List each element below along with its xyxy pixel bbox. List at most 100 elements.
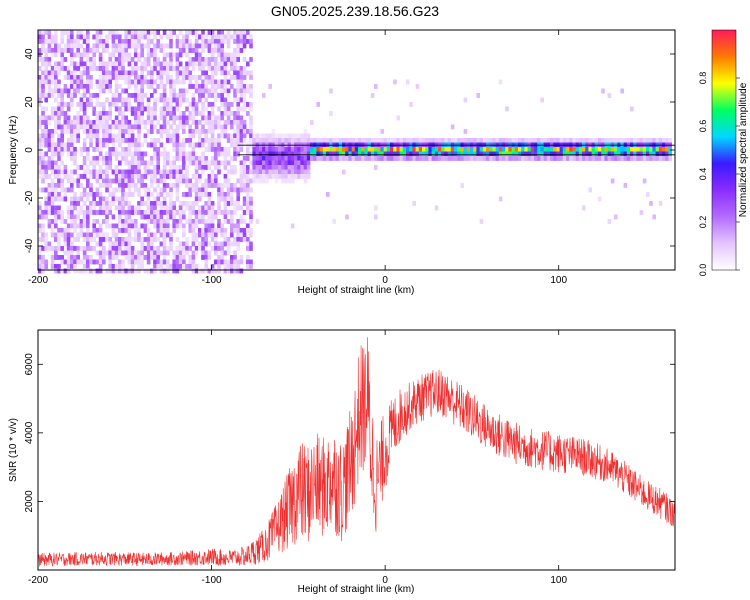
heatmap-cell — [159, 61, 164, 67]
heatmap-cell — [278, 138, 282, 143]
heatmap-cell — [166, 205, 170, 211]
heatmap-cell — [137, 142, 141, 148]
heatmap-cell — [92, 210, 96, 215]
heatmap-cell — [639, 147, 644, 152]
heatmap-cell — [41, 106, 45, 112]
heatmap-cell — [242, 124, 247, 130]
heatmap-cell — [246, 88, 250, 94]
heatmap-cell — [178, 255, 183, 260]
heatmap-cell — [44, 129, 48, 134]
heatmap-cell — [121, 88, 125, 94]
heatmap-cell — [98, 66, 103, 71]
heatmap-cell — [566, 138, 570, 143]
heatmap-cell — [111, 255, 116, 260]
heatmap-cell — [233, 66, 237, 71]
heatmap-cell — [204, 250, 208, 256]
heatmap-cell — [524, 151, 528, 157]
heatmap-cell — [44, 241, 48, 247]
heatmap-cell — [249, 115, 253, 121]
heatmap-cell — [207, 61, 212, 67]
heatmap-cell — [172, 223, 176, 229]
heatmap-cell — [220, 183, 224, 188]
heatmap-cell — [188, 223, 192, 229]
heatmap-cell — [111, 48, 116, 53]
heatmap-cell — [236, 70, 240, 76]
heatmap-cell — [204, 43, 208, 49]
heatmap-cell — [159, 142, 164, 148]
heatmap-cell — [121, 48, 125, 53]
heatmap-cell — [76, 255, 80, 260]
heatmap-cell — [41, 178, 45, 184]
heatmap-cell — [118, 93, 122, 98]
heatmap-cell — [73, 147, 77, 152]
heatmap-cell — [54, 255, 58, 260]
heatmap-cell — [380, 138, 384, 143]
heatmap-cell — [38, 151, 42, 157]
heatmap-cell — [201, 160, 205, 166]
heatmap-cell — [540, 138, 544, 143]
heatmap-cell — [201, 268, 205, 274]
heatmap-cell — [537, 138, 541, 143]
heatmap-cell — [194, 192, 199, 197]
heatmap-cell — [159, 205, 164, 211]
heatmap-cell — [162, 201, 167, 206]
heatmap-cell — [162, 156, 167, 161]
heatmap-cell — [54, 97, 58, 103]
heatmap-cell — [79, 79, 84, 85]
heatmap-cell — [316, 151, 320, 157]
heatmap-cell — [143, 192, 148, 197]
heatmap-cell — [66, 210, 71, 215]
heatmap-cell — [166, 228, 170, 233]
heatmap-cell — [156, 129, 160, 134]
heatmap-cell — [175, 151, 180, 157]
heatmap-cell — [86, 259, 90, 265]
heatmap-cell — [146, 210, 151, 215]
heatmap-cell — [111, 151, 116, 157]
heatmap-cell — [223, 124, 228, 130]
heatmap-cell — [239, 183, 244, 188]
heatmap-cell — [201, 210, 205, 215]
heatmap-cell — [159, 178, 164, 184]
heatmap-cell — [137, 138, 141, 143]
heatmap-cell — [60, 30, 64, 35]
heatmap-cell — [111, 34, 116, 40]
heatmap-cell — [220, 160, 224, 166]
heatmap-cell — [252, 151, 256, 157]
heatmap-cell — [246, 255, 250, 260]
heatmap-cell — [124, 52, 128, 58]
heatmap-cell — [220, 34, 224, 40]
heatmap-cell — [201, 70, 205, 76]
heatmap-cell — [108, 223, 112, 229]
heatmap-cell — [98, 183, 103, 188]
heatmap-cell — [236, 43, 240, 49]
heatmap-cell — [233, 88, 237, 94]
heatmap-cell — [524, 156, 528, 161]
heatmap-cell — [54, 223, 58, 229]
heatmap-cell — [242, 102, 247, 107]
colorbar-tick-label: 0.2 — [698, 216, 708, 229]
heatmap-cell — [134, 39, 138, 44]
heatmap-cell — [124, 115, 128, 121]
heatmap-cell — [412, 201, 416, 206]
heatmap-cell — [76, 84, 80, 89]
heatmap-cell — [658, 151, 663, 157]
heatmap-cell — [118, 250, 122, 256]
heatmap-cell — [550, 138, 554, 143]
heatmap-cell — [114, 196, 119, 202]
heatmap-cell — [137, 156, 141, 161]
heatmap-cell — [153, 30, 157, 35]
heatmap-cell — [447, 156, 452, 161]
heatmap-cell — [114, 250, 119, 256]
heatmap-cell — [300, 160, 304, 166]
heatmap-cell — [153, 250, 157, 256]
heatmap-cell — [246, 241, 250, 247]
heatmap-cell — [479, 156, 484, 161]
heatmap-cell — [44, 106, 48, 112]
heatmap-cell — [134, 187, 138, 193]
heatmap-cell — [150, 70, 154, 76]
heatmap-cell — [198, 120, 202, 125]
heatmap-cell — [191, 120, 196, 125]
heatmap-cell — [47, 129, 52, 134]
heatmap-cell — [620, 151, 624, 157]
heatmap-cell — [134, 52, 138, 58]
